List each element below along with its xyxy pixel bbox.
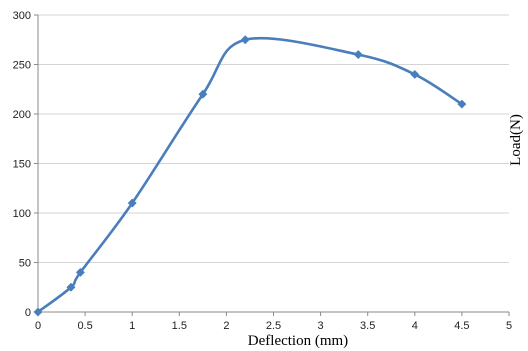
y-tick-label: 50 [19, 258, 31, 270]
x-tick-label: 0 [35, 320, 41, 332]
data-point-marker [240, 35, 250, 45]
data-point-marker [410, 69, 420, 79]
data-point-marker [75, 267, 85, 277]
y-tick-label: 200 [13, 109, 31, 121]
x-tick-label: 2.5 [266, 320, 281, 332]
data-point-marker [127, 198, 137, 208]
marker-layer [33, 35, 467, 317]
grid-layer [38, 14, 509, 263]
data-point-marker [457, 99, 467, 109]
series-line [36, 36, 464, 314]
data-point-marker [33, 307, 43, 317]
y-tick-label: 100 [13, 208, 31, 220]
x-tick-label: 4 [412, 320, 418, 332]
y-axis-title: Load(N) [508, 114, 524, 166]
x-tick-label: 2 [223, 320, 229, 332]
data-point-marker [66, 282, 76, 292]
y-tick-label: 150 [13, 159, 31, 171]
data-point-marker [353, 50, 363, 60]
data-point-marker [198, 89, 208, 99]
x-tick-label: 4.5 [454, 320, 469, 332]
x-tick-label: 1 [129, 320, 135, 332]
series-layer [36, 36, 464, 314]
axis-layer [34, 14, 510, 316]
x-tick-label: 1.5 [172, 320, 187, 332]
y-tick-label: 250 [13, 60, 31, 72]
y-tick-label: 0 [25, 307, 31, 319]
x-tick-label: 3.5 [360, 320, 375, 332]
y-tick-label: 300 [13, 10, 31, 22]
x-tick-label: 5 [506, 320, 512, 332]
tick-label-layer: 0 50 100 150 200 250 300 0 0.5 1 1.5 2 2.5 3 3.5 4 4.5 5 [13, 10, 512, 332]
x-tick-label: 3 [318, 320, 324, 332]
x-tick-label: 0.5 [77, 320, 92, 332]
x-axis-title: Deflection (mm) [248, 333, 348, 349]
